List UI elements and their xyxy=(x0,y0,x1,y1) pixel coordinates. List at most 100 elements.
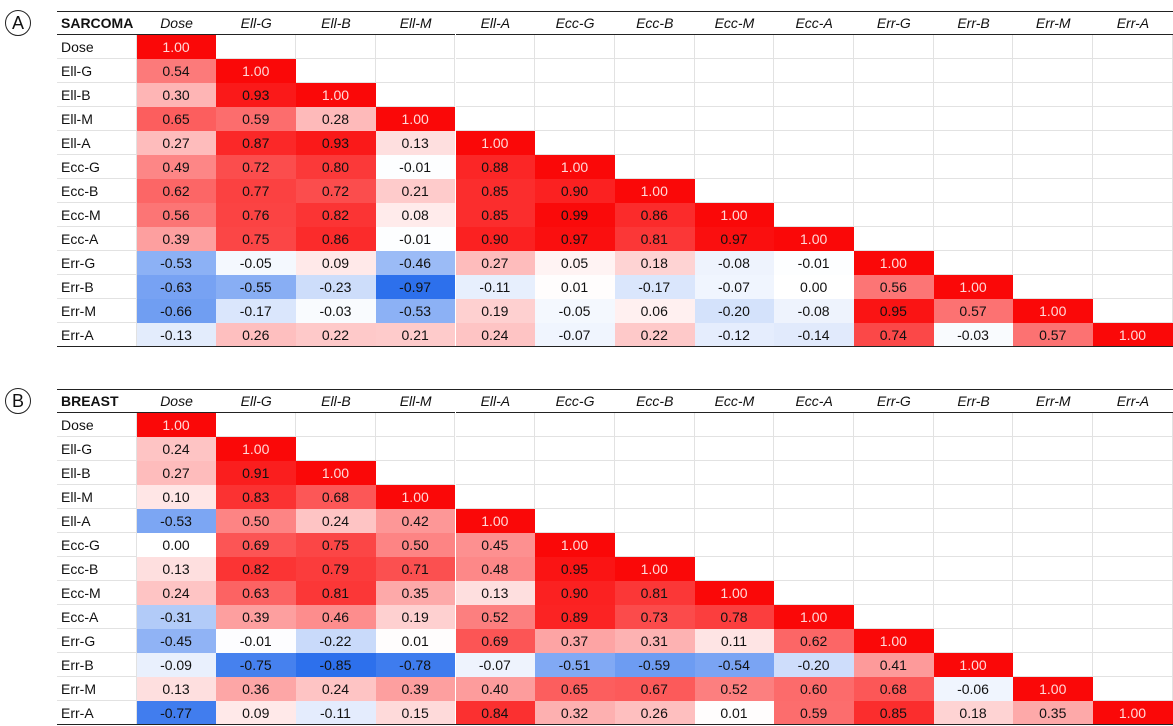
empty-cell xyxy=(455,59,536,83)
column-header: Ecc-B xyxy=(614,389,695,413)
row-label: Ell-B xyxy=(57,461,137,485)
correlation-cell: -0.53 xyxy=(136,509,217,533)
empty-cell xyxy=(933,509,1014,533)
correlation-cell: -0.07 xyxy=(694,275,775,299)
correlation-cell: 0.99 xyxy=(535,203,615,227)
correlation-cell: 0.57 xyxy=(933,299,1014,323)
correlation-cell: 0.81 xyxy=(296,581,376,605)
empty-cell xyxy=(694,179,775,203)
correlation-cell: 0.27 xyxy=(136,461,217,485)
empty-cell xyxy=(1013,581,1094,605)
empty-cell xyxy=(535,107,615,131)
empty-cell xyxy=(1093,59,1173,83)
correlation-cell: -0.75 xyxy=(216,653,297,677)
column-header: Err-G xyxy=(854,11,934,35)
correlation-cell: 1.00 xyxy=(136,413,217,437)
correlation-cell: -0.08 xyxy=(774,299,854,323)
correlation-cell: 0.97 xyxy=(694,227,775,251)
row-label: Ell-A xyxy=(57,131,137,155)
correlation-cell: 0.21 xyxy=(375,179,456,203)
correlation-cell: 0.93 xyxy=(296,131,376,155)
row-label: Err-A xyxy=(57,701,137,725)
empty-cell xyxy=(854,35,934,59)
empty-cell xyxy=(854,485,934,509)
correlation-cell: 0.26 xyxy=(614,701,695,725)
empty-cell xyxy=(854,461,934,485)
correlation-cell: 0.59 xyxy=(774,701,854,725)
empty-cell xyxy=(614,437,695,461)
empty-cell xyxy=(535,509,615,533)
row-label: Err-B xyxy=(57,275,137,299)
empty-cell xyxy=(694,83,775,107)
empty-cell xyxy=(1093,107,1173,131)
row-label: Err-M xyxy=(57,677,137,701)
empty-cell xyxy=(694,59,775,83)
correlation-cell: 0.81 xyxy=(614,581,695,605)
empty-cell xyxy=(455,107,536,131)
table-title: BREAST xyxy=(57,389,137,413)
correlation-cell: 0.50 xyxy=(216,509,297,533)
empty-cell xyxy=(854,581,934,605)
correlation-cell: -0.01 xyxy=(216,629,297,653)
column-header: Ecc-G xyxy=(535,389,615,413)
empty-cell xyxy=(614,155,695,179)
correlation-cell: 0.36 xyxy=(216,677,297,701)
column-header: Err-M xyxy=(1013,389,1094,413)
correlation-cell: 1.00 xyxy=(614,557,695,581)
empty-cell xyxy=(1013,485,1094,509)
column-header: Dose xyxy=(136,11,217,35)
column-header: Ecc-M xyxy=(694,11,775,35)
empty-cell xyxy=(774,59,854,83)
correlation-cell: 0.19 xyxy=(455,299,536,323)
correlation-cell: 1.00 xyxy=(774,227,854,251)
empty-cell xyxy=(535,437,615,461)
correlation-cell: 0.13 xyxy=(136,677,217,701)
correlation-cell: 0.09 xyxy=(216,701,297,725)
row-label: Ecc-A xyxy=(57,605,137,629)
correlation-cell: 0.85 xyxy=(854,701,934,725)
correlation-cell: 0.24 xyxy=(136,581,217,605)
empty-cell xyxy=(375,35,456,59)
empty-cell xyxy=(694,485,775,509)
empty-cell xyxy=(694,533,775,557)
empty-cell xyxy=(296,437,376,461)
empty-cell xyxy=(854,533,934,557)
column-header: Ecc-A xyxy=(774,389,854,413)
empty-cell xyxy=(694,509,775,533)
empty-cell xyxy=(1093,437,1173,461)
correlation-cell: 0.08 xyxy=(375,203,456,227)
column-header: Err-G xyxy=(854,389,934,413)
correlation-cell: -0.53 xyxy=(375,299,456,323)
correlation-cell: 0.87 xyxy=(216,131,297,155)
correlation-cell: -0.66 xyxy=(136,299,217,323)
row-label: Ecc-M xyxy=(57,581,137,605)
correlation-cell: 0.78 xyxy=(694,605,775,629)
panel-label: A xyxy=(5,10,31,36)
empty-cell xyxy=(933,35,1014,59)
empty-cell xyxy=(933,179,1014,203)
correlation-cell: 0.72 xyxy=(296,179,376,203)
empty-cell xyxy=(614,461,695,485)
correlation-cell: 0.27 xyxy=(136,131,217,155)
correlation-cell: 0.01 xyxy=(535,275,615,299)
row-label: Ell-M xyxy=(57,107,137,131)
row-label: Ecc-G xyxy=(57,533,137,557)
correlation-cell: -0.08 xyxy=(694,251,775,275)
row-label: Ecc-B xyxy=(57,179,137,203)
correlation-cell: 0.62 xyxy=(136,179,217,203)
empty-cell xyxy=(614,107,695,131)
column-header: Ell-B xyxy=(296,11,376,35)
correlation-cell: 0.91 xyxy=(216,461,297,485)
correlation-cell: 1.00 xyxy=(296,461,376,485)
bottom-rule xyxy=(57,724,1173,725)
correlation-cell: 0.97 xyxy=(535,227,615,251)
empty-cell xyxy=(1093,653,1173,677)
empty-cell xyxy=(933,59,1014,83)
correlation-cell: 1.00 xyxy=(774,605,854,629)
panel-label: B xyxy=(5,388,31,414)
empty-cell xyxy=(854,155,934,179)
correlation-cell: -0.77 xyxy=(136,701,217,725)
correlation-cell: -0.78 xyxy=(375,653,456,677)
correlation-cell: 0.83 xyxy=(216,485,297,509)
correlation-cell: -0.85 xyxy=(296,653,376,677)
